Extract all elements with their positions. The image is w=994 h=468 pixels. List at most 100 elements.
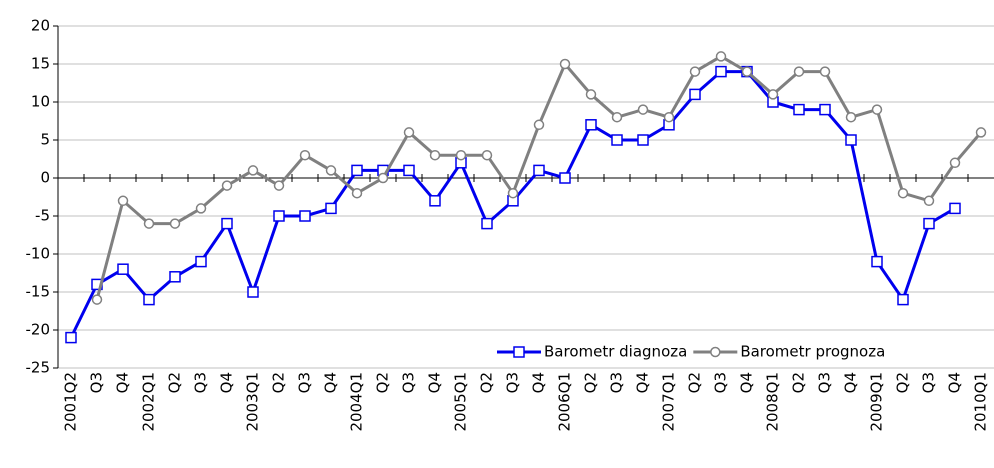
marker [195,255,207,268]
marker [117,263,129,275]
marker [949,202,961,215]
marker [845,134,857,146]
x-tick-label: Q3 [920,372,938,393]
marker [793,66,805,77]
marker [637,104,649,115]
marker [793,103,805,116]
marker [533,164,545,177]
marker [221,180,233,191]
marker [221,217,233,230]
y-tick-label: 15 [31,55,50,73]
x-tick-label: Q3 [816,372,834,393]
marker [143,218,155,229]
marker [351,187,363,199]
x-tick-label: 2005Q1 [452,372,470,432]
marker [403,164,415,177]
x-tick-label: 2006Q1 [556,372,574,432]
legend-marker [513,346,525,358]
x-tick-label: 2010Q1 [972,372,990,432]
marker [819,66,831,77]
marker [507,187,519,199]
legend-marker [710,346,721,358]
marker [923,217,935,230]
marker [559,172,571,184]
x-tick-label: Q4 [842,372,860,393]
marker [169,218,181,229]
x-tick-label: Q2 [374,372,392,393]
x-tick-label: Q2 [790,372,808,393]
marker [949,157,961,169]
marker [559,58,571,70]
marker [819,103,831,116]
x-tick-label: Q4 [114,372,132,393]
x-tick-label: 2003Q1 [244,372,262,432]
marker [689,88,701,101]
marker [325,202,337,215]
marker [611,134,623,146]
x-tick-label: Q2 [582,372,600,393]
marker [273,210,285,222]
y-tick-label: -10 [26,245,51,263]
marker [897,293,909,306]
marker [325,165,337,176]
x-tick-label: Q3 [712,372,730,393]
marker [65,331,77,344]
y-tick-label: 20 [31,17,50,35]
x-tick-label: Q4 [946,372,964,393]
marker [91,294,103,305]
x-tick-label: Q2 [894,372,912,393]
x-tick-label: Q4 [218,372,236,393]
marker [377,172,389,184]
x-tick-label: Q3 [504,372,522,393]
y-tick-label: -25 [26,359,51,377]
marker [481,149,493,161]
x-tick-label: 2009Q1 [868,372,886,432]
x-tick-label: Q3 [192,372,210,393]
marker [611,111,623,123]
x-tick-label: 2002Q1 [140,372,158,432]
marker [897,187,909,199]
x-tick-label: Q2 [686,372,704,393]
marker [247,286,259,298]
legend-label: Barometr diagnoza [544,343,687,361]
x-tick-label: Q2 [478,372,496,393]
x-tick-label: Q4 [530,372,548,393]
legend-label: Barometr prognoza [740,343,885,361]
y-tick-label: 5 [40,131,50,149]
marker [715,65,727,78]
marker [767,89,779,100]
marker [585,119,597,131]
marker [481,217,493,230]
marker [845,111,857,123]
marker [429,195,441,207]
x-tick-label: Q3 [400,372,418,393]
x-tick-label: Q2 [270,372,288,393]
marker [299,149,311,161]
y-tick-label: -20 [26,321,51,339]
marker [871,255,883,268]
marker [143,293,155,306]
y-tick-label: 0 [40,169,50,187]
x-tick-label: 2001Q2 [62,372,80,432]
marker [169,271,181,283]
x-tick-label: 2007Q1 [660,372,678,432]
marker [351,164,363,177]
x-tick-label: Q3 [608,372,626,393]
marker [533,119,545,131]
marker [923,195,935,207]
marker [663,111,675,123]
x-tick-label: Q4 [426,372,444,393]
x-tick-label: Q2 [166,372,184,393]
marker [117,195,129,207]
marker [715,51,727,62]
marker [195,203,207,214]
x-tick-label: 2004Q1 [348,372,366,432]
marker [247,165,259,176]
marker [637,134,649,146]
marker [299,210,311,222]
x-tick-label: Q4 [322,372,340,393]
x-tick-label: Q3 [88,372,106,393]
marker [975,127,987,138]
marker [455,149,467,161]
